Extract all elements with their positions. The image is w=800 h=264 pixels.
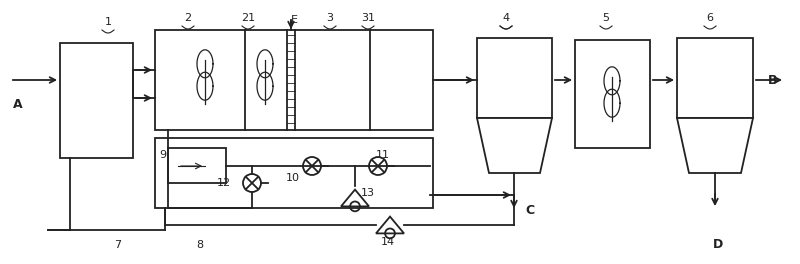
Text: C: C [526,204,534,216]
Text: D: D [713,238,723,252]
Bar [155,30,433,130]
Polygon shape [677,118,753,173]
Text: 9: 9 [159,150,166,160]
Text: 31: 31 [361,13,375,23]
Text: 6: 6 [706,13,714,23]
Text: E: E [290,15,298,25]
Text: 1: 1 [105,17,111,27]
Bar [575,40,650,148]
Text: 2: 2 [185,13,191,23]
Text: 21: 21 [241,13,255,23]
Polygon shape [341,190,369,206]
Text: 14: 14 [381,237,395,247]
Text: B: B [768,73,778,87]
Text: 11: 11 [376,150,390,160]
Polygon shape [376,216,404,233]
Text: 4: 4 [502,13,510,23]
Text: A: A [13,98,23,111]
Text: 13: 13 [361,188,375,198]
Text: 7: 7 [114,240,122,250]
Bar [677,38,753,118]
Text: 12: 12 [217,178,231,188]
Text: 3: 3 [326,13,334,23]
Text: 10: 10 [286,173,300,183]
Bar [155,138,433,208]
Polygon shape [477,118,552,173]
Text: 8: 8 [197,240,203,250]
Bar [168,148,226,183]
Text: 5: 5 [602,13,610,23]
Bar [60,43,133,158]
Bar [477,38,552,118]
